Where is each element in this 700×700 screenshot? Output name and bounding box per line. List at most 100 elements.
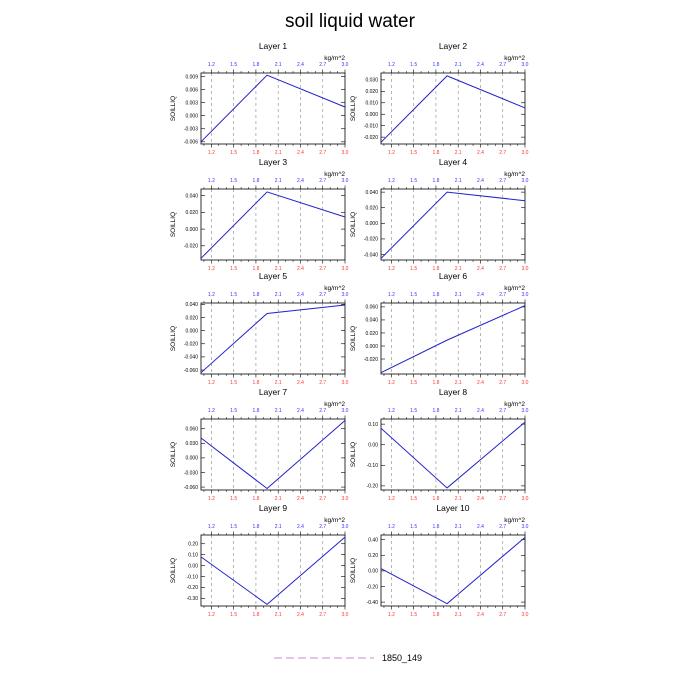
x-tick-label-bottom: 2.7 xyxy=(319,612,326,618)
x-tick-label-bottom: 2.1 xyxy=(455,150,462,156)
series-line xyxy=(380,305,526,374)
x-tick-label-top: 2.4 xyxy=(477,292,484,298)
y-tick-label: -0.003 xyxy=(184,127,198,133)
x-tick-label-bottom: 2.1 xyxy=(275,266,282,272)
x-tick-label-top: 3.0 xyxy=(342,178,349,184)
panel-layer-1: Layer 1 kg/m^2 SOILLIQ -0.006 -0.003 0.000 0.0… xyxy=(170,41,349,156)
y-tick-label: 0.040 xyxy=(365,190,378,196)
series-line xyxy=(380,421,526,489)
units-label: kg/m^2 xyxy=(504,285,525,292)
x-tick-label-bottom: 1.8 xyxy=(432,380,439,386)
y-axis-label: SOILLIQ xyxy=(170,96,177,121)
y-tick-label: -0.10 xyxy=(187,574,199,580)
y-tick-label: -0.20 xyxy=(367,584,379,590)
x-tick-label-top: 3.0 xyxy=(522,292,529,298)
y-tick-label: 0.003 xyxy=(185,100,198,106)
x-tick-label-bottom: 2.4 xyxy=(297,380,304,386)
x-tick-label-top: 3.0 xyxy=(522,62,529,68)
x-tick-label-bottom: 1.5 xyxy=(230,150,237,156)
x-tick-label-bottom: 1.8 xyxy=(432,496,439,502)
x-tick-label-top: 2.4 xyxy=(477,178,484,184)
figure-title: soil liquid water xyxy=(285,11,416,32)
x-tick-label-top: 1.2 xyxy=(388,292,395,298)
plot-frame xyxy=(200,534,346,607)
x-tick-label-top: 1.8 xyxy=(432,178,439,184)
x-tick-label-bottom: 2.4 xyxy=(477,496,484,502)
y-tick-label: -0.30 xyxy=(187,596,199,602)
x-tick-label-top: 1.5 xyxy=(230,292,237,298)
x-tick-label-top: 1.5 xyxy=(230,408,237,414)
y-axis-label: SOILLIQ xyxy=(170,442,177,467)
panel-title: Layer 6 xyxy=(439,271,468,281)
panel-title: Layer 5 xyxy=(259,271,288,281)
series-line xyxy=(200,191,346,259)
x-tick-label-top: 1.5 xyxy=(230,178,237,184)
y-tick-label: 0.020 xyxy=(365,206,378,212)
y-tick-label: -0.030 xyxy=(184,470,198,476)
x-tick-label-top: 1.8 xyxy=(252,178,259,184)
x-tick-label-top: 2.1 xyxy=(455,62,462,68)
x-tick-label-bottom: 1.2 xyxy=(208,612,215,618)
x-tick-label-bottom: 3.0 xyxy=(342,150,349,156)
units-label: kg/m^2 xyxy=(504,517,525,524)
x-tick-label-bottom: 3.0 xyxy=(522,380,529,386)
x-tick-label-top: 3.0 xyxy=(522,178,529,184)
y-axis-label: SOILLIQ xyxy=(170,326,177,351)
x-tick-label-top: 2.1 xyxy=(275,62,282,68)
panel-title: Layer 4 xyxy=(439,157,468,167)
plot-frame xyxy=(200,72,346,145)
x-tick-label-bottom: 2.4 xyxy=(297,612,304,618)
y-tick-label: 0.009 xyxy=(185,74,198,80)
x-tick-label-bottom: 2.4 xyxy=(297,266,304,272)
x-tick-label-bottom: 3.0 xyxy=(342,496,349,502)
x-tick-label-bottom: 2.1 xyxy=(275,150,282,156)
y-tick-label: 0.000 xyxy=(185,113,198,119)
x-tick-label-top: 1.5 xyxy=(410,524,417,530)
y-axis-label: SOILLIQ xyxy=(170,212,177,237)
plot-frame xyxy=(200,188,346,261)
x-tick-label-bottom: 2.1 xyxy=(275,380,282,386)
x-tick-label-top: 3.0 xyxy=(522,524,529,530)
x-tick-label-bottom: 3.0 xyxy=(342,266,349,272)
x-tick-label-top: 1.5 xyxy=(230,524,237,530)
x-tick-label-top: 2.4 xyxy=(297,178,304,184)
y-tick-label: 0.060 xyxy=(185,427,198,433)
units-label: kg/m^2 xyxy=(324,171,345,178)
x-tick-label-bottom: 1.2 xyxy=(208,266,215,272)
legend: 1850_149 xyxy=(274,653,422,663)
x-tick-label-bottom: 3.0 xyxy=(342,380,349,386)
x-tick-label-top: 2.7 xyxy=(319,524,326,530)
x-tick-label-bottom: 1.2 xyxy=(388,150,395,156)
panel-layer-8: Layer 8 kg/m^2 SOILLIQ -0.20 -0.10 0.00 0.10 1.… xyxy=(350,387,529,502)
x-tick-label-top: 2.4 xyxy=(297,292,304,298)
x-tick-label-bottom: 2.1 xyxy=(455,266,462,272)
plot-frame xyxy=(380,534,526,607)
panel-layer-4: Layer 4 kg/m^2 SOILLIQ -0.040 -0.020 0.000 0.0… xyxy=(350,157,529,272)
x-tick-label-bottom: 2.7 xyxy=(499,266,506,272)
x-tick-label-bottom: 2.4 xyxy=(477,150,484,156)
x-tick-label-bottom: 2.7 xyxy=(319,380,326,386)
panel-layer-9: Layer 9 kg/m^2 SOILLIQ -0.30 -0.20 -0.10 0.00 0… xyxy=(170,503,349,618)
x-tick-label-top: 2.4 xyxy=(477,524,484,530)
panel-layer-6: Layer 6 kg/m^2 SOILLIQ -0.020 0.000 0.020 0.04… xyxy=(350,271,529,386)
x-tick-label-bottom: 2.4 xyxy=(297,496,304,502)
series-line xyxy=(380,75,526,143)
y-tick-label: 0.020 xyxy=(185,315,198,321)
y-tick-label: 0.060 xyxy=(365,305,378,311)
x-tick-label-bottom: 1.5 xyxy=(410,380,417,386)
units-label: kg/m^2 xyxy=(324,517,345,524)
y-axis-label: SOILLIQ xyxy=(350,212,357,237)
x-tick-label-bottom: 2.7 xyxy=(319,496,326,502)
units-label: kg/m^2 xyxy=(504,55,525,62)
y-tick-label: 0.006 xyxy=(185,87,198,93)
x-tick-label-top: 1.5 xyxy=(410,178,417,184)
x-tick-label-top: 1.2 xyxy=(208,408,215,414)
panel-layer-10: Layer 10 kg/m^2 SOILLIQ -0.40 -0.20 0.00 0.20 0… xyxy=(350,503,529,618)
y-tick-label: -0.020 xyxy=(364,357,378,363)
y-axis-label: SOILLIQ xyxy=(350,96,357,121)
x-tick-label-top: 2.7 xyxy=(319,62,326,68)
y-tick-label: 0.40 xyxy=(368,537,378,543)
x-tick-label-bottom: 2.7 xyxy=(319,266,326,272)
x-tick-label-bottom: 3.0 xyxy=(522,150,529,156)
x-tick-label-top: 1.2 xyxy=(388,178,395,184)
